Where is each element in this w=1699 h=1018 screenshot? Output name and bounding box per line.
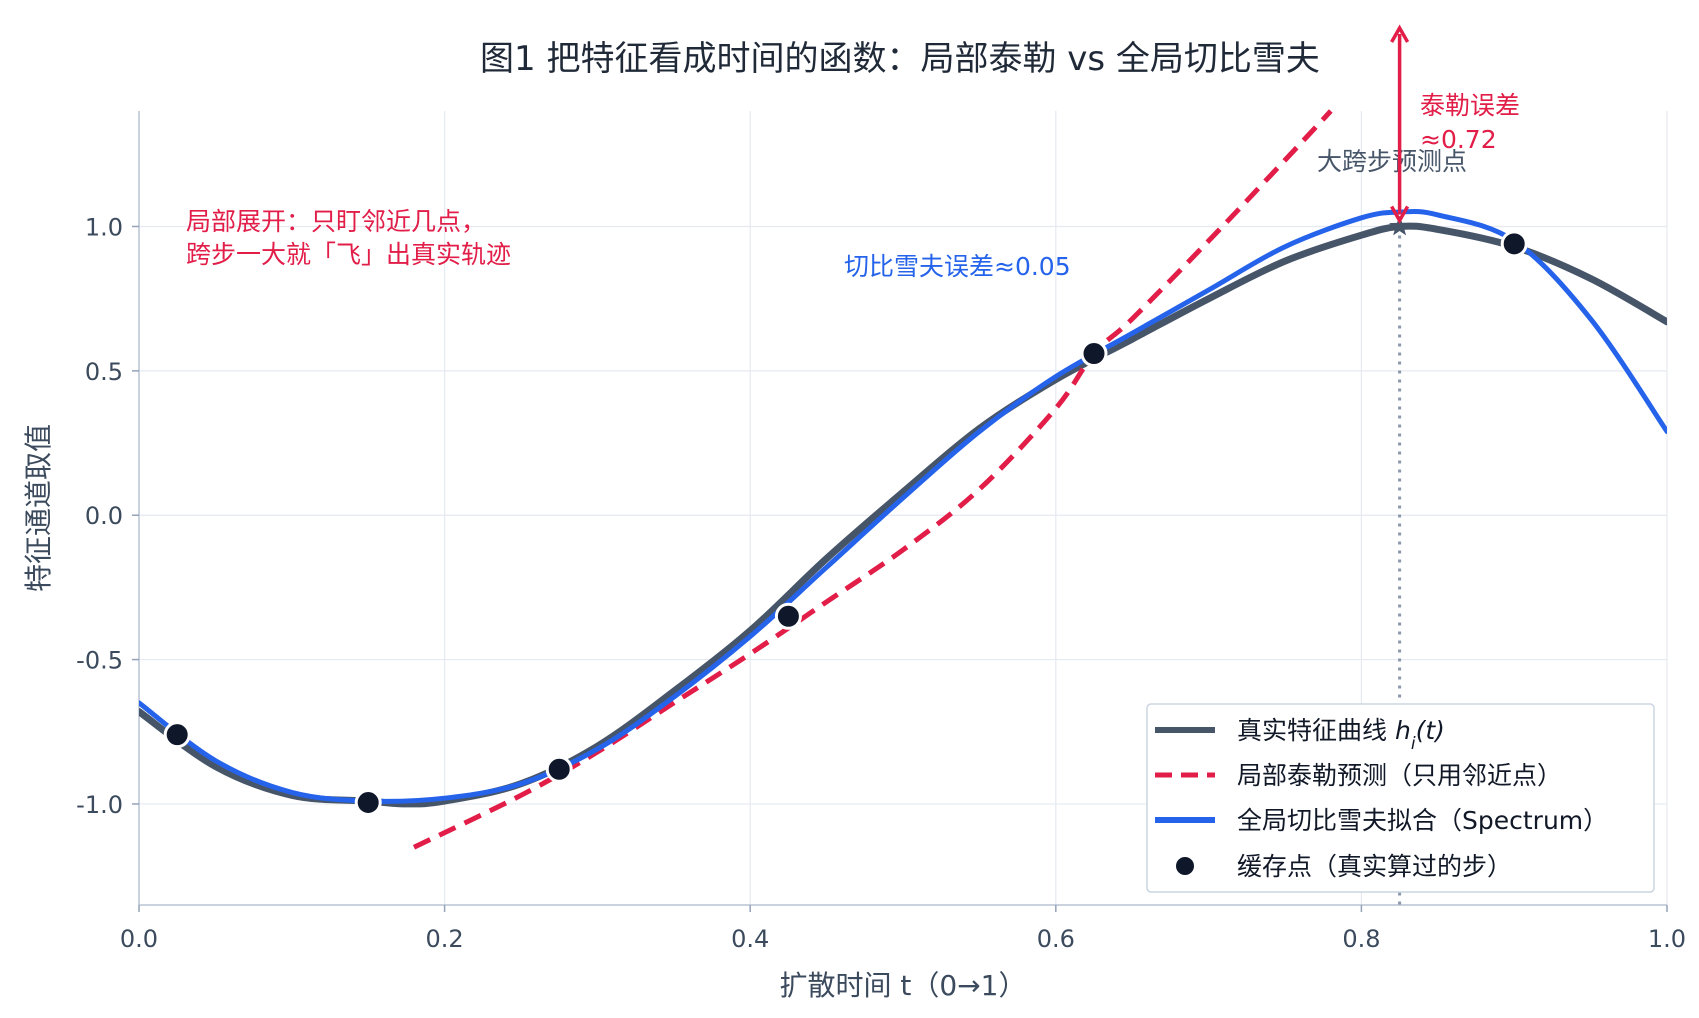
data-point-cache <box>545 755 573 783</box>
data-point-cache <box>354 789 382 817</box>
data-point-cache <box>774 602 802 630</box>
prediction-point-star <box>1389 215 1411 236</box>
taylor-error-arrowhead-bottom <box>1390 205 1410 225</box>
series-line-chebyshev <box>139 209 1667 804</box>
y-tick-label: 0.5 <box>85 358 123 386</box>
x-tick-label: 0.8 <box>1342 925 1380 953</box>
axes <box>138 111 1667 906</box>
x-tick-label: 0.6 <box>1037 925 1075 953</box>
x-tick-label: 0.4 <box>731 925 769 953</box>
data-point-cache <box>163 721 191 749</box>
y-tick-label: 1.0 <box>85 213 123 241</box>
x-tick-label: 1.0 <box>1648 925 1686 953</box>
y-axis-label: 特征通道取值 <box>22 424 55 592</box>
legend-label-taylor: 局部泰勒预测（只用邻近点） <box>1237 761 1562 790</box>
x-tick-label: 0.2 <box>426 925 464 953</box>
data-point-cache <box>1500 230 1528 258</box>
x-tick-label: 0.0 <box>120 925 158 953</box>
prediction-point-label: 大跨步预测点 <box>1317 147 1467 176</box>
legend-box <box>1146 703 1655 893</box>
annotation-taylor-note-line2: 跨步一大就「飞」出真实轨迹 <box>186 240 511 269</box>
y-tick-label: 0.0 <box>85 502 123 530</box>
series-line-taylor <box>412 109 1333 850</box>
legend-label-cache-point: 缓存点（真实算过的步） <box>1237 852 1512 881</box>
annotation-taylor-note-line1: 局部展开：只盯邻近几点， <box>186 207 486 236</box>
annotation-chebyshev-error: 切比雪夫误差≈0.05 <box>844 252 1071 281</box>
legend-label-chebyshev: 全局切比雪夫拟合（Spectrum） <box>1237 806 1608 835</box>
y-ticks: 1.0 0.5 0.0 -0.5 -1.0 <box>76 213 139 819</box>
legend: 真实特征曲线 hi(t) 局部泰勒预测（只用邻近点） 全局切比雪夫拟合（Spec… <box>1146 703 1655 893</box>
data-point-cache <box>1080 340 1108 368</box>
annotation-taylor-error-line1: 泰勒误差 <box>1420 91 1520 120</box>
y-tick-label: -0.5 <box>76 647 123 675</box>
x-ticks: 0.0 0.2 0.4 0.6 0.8 1.0 <box>120 905 1686 953</box>
chart-title: 图1 把特征看成时间的函数：局部泰勒 vs 全局切比雪夫 <box>480 39 1320 79</box>
annotation-taylor-error-line2: ≈0.72 <box>1420 125 1497 154</box>
y-tick-label: -1.0 <box>76 791 123 819</box>
taylor-error-arrowhead-top <box>1390 24 1410 43</box>
x-axis-label: 扩散时间 t（0→1） <box>780 969 1027 1002</box>
legend-swatch-cache-point <box>1174 855 1196 877</box>
plot-area <box>139 109 1667 905</box>
